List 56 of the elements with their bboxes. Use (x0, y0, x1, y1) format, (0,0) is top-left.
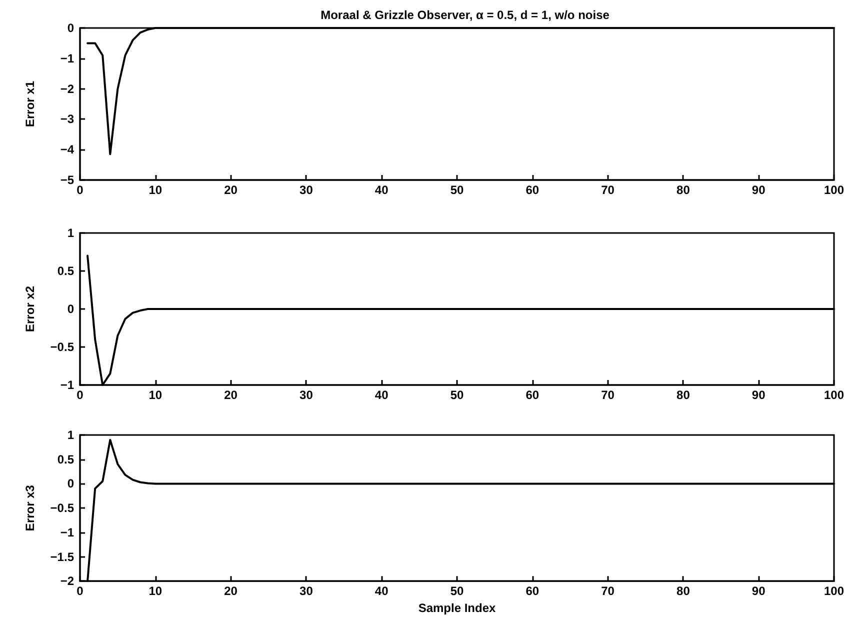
y-axis-title: Error x3 (23, 484, 37, 532)
y-tick-label: −2 (60, 82, 74, 96)
y-tick-label: 0 (67, 476, 74, 491)
y-tick-label: −1 (60, 525, 74, 540)
x-tick-label: 60 (526, 183, 540, 197)
y-tick-label: −5 (60, 173, 74, 187)
y-tick-label: −1 (60, 51, 74, 66)
x-tick-label: 20 (224, 183, 238, 197)
x-tick-label: 10 (148, 584, 162, 598)
y-tick-label: −0.5 (50, 340, 74, 354)
x-tick-label: 40 (374, 183, 389, 197)
x-tick-label: 70 (601, 183, 615, 197)
x-tick-label: 90 (752, 388, 766, 402)
x-tick-label: 90 (752, 183, 766, 197)
x-tick-label: 10 (148, 388, 162, 402)
x-tick-label: 80 (676, 183, 690, 197)
y-tick-label: 0.5 (57, 264, 74, 278)
y-tick-label: 0 (67, 302, 74, 316)
y-tick-label: 1 (67, 226, 74, 240)
x-tick-label: 50 (450, 183, 464, 197)
x-tick-label: 60 (526, 388, 540, 402)
x-tick-label: 50 (450, 584, 464, 598)
x-tick-label: 30 (300, 183, 314, 197)
x-tick-label: 80 (676, 584, 690, 598)
x-tick-label: 100 (824, 388, 844, 402)
y-tick-label: −4 (60, 142, 74, 157)
y-axis-title: Error x2 (23, 286, 37, 332)
y-axis-title: Error x1 (23, 80, 37, 128)
x-tick-label: 0 (76, 183, 84, 197)
x-tick-label: 70 (601, 584, 615, 598)
x-tick-label: 40 (374, 388, 389, 402)
y-tick-label: −3 (60, 112, 74, 126)
y-tick-label: −2 (60, 574, 74, 588)
x-tick-label: 70 (601, 388, 615, 402)
x-tick-label: 30 (300, 584, 314, 598)
y-tick-label: 1 (67, 428, 74, 442)
x-tick-label: 80 (676, 388, 690, 402)
x-tick-label: 60 (526, 584, 540, 598)
y-tick-label: −0.5 (50, 501, 74, 516)
x-tick-label: 0 (76, 584, 84, 598)
x-tick-label: 50 (450, 388, 464, 402)
x-tick-label: 20 (224, 584, 238, 598)
x-tick-label: 90 (752, 584, 766, 598)
x-tick-label: 20 (224, 388, 238, 402)
chart-title: Moraal & Grizzle Observer, α = 0.5, d = 1, w/o noise (320, 8, 610, 22)
x-tick-label: 0 (76, 388, 84, 402)
x-axis-title: Sample Index (418, 601, 496, 615)
y-tick-label: 0.5 (57, 452, 74, 466)
x-tick-label: 10 (148, 183, 162, 197)
y-tick-label: −1.5 (50, 550, 74, 564)
y-tick-label: −1 (60, 378, 74, 392)
x-tick-label: 30 (300, 388, 314, 402)
x-tick-label: 100 (824, 183, 844, 197)
x-tick-label: 40 (374, 584, 389, 598)
x-tick-label: 100 (824, 584, 844, 598)
y-tick-label: 0 (67, 21, 74, 35)
